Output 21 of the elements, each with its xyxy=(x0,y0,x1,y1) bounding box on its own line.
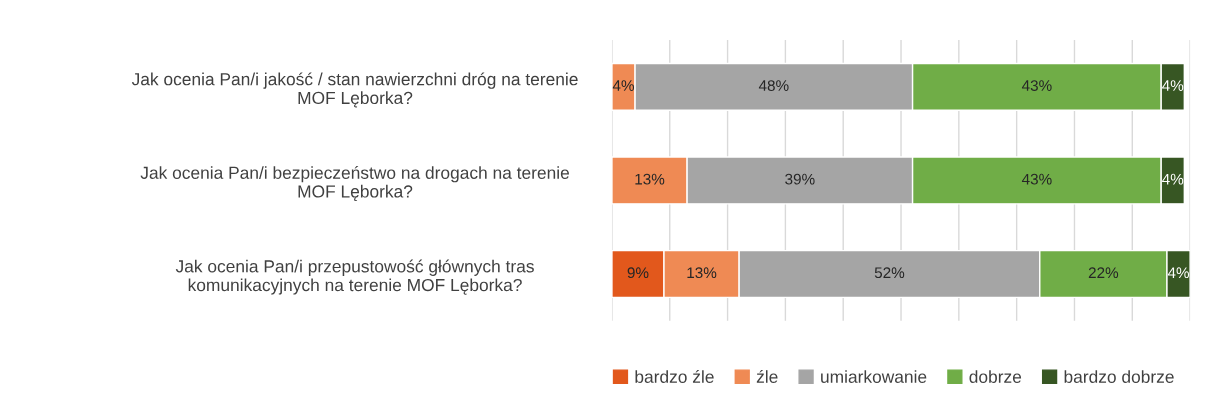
legend-label: umiarkowanie xyxy=(821,370,927,383)
data-label: 13% xyxy=(687,267,717,279)
legend-label: bardzo źle xyxy=(635,370,714,383)
data-label: 4% xyxy=(1162,80,1184,91)
y-tick-label: Jak ocenia Pan/i jakość / stan nawierzchni dróg na terenie MOF Lęborka? xyxy=(131,72,578,108)
data-label: 13% xyxy=(635,173,665,185)
data-label: 39% xyxy=(785,173,815,185)
legend-label: źle xyxy=(756,370,778,383)
data-label: 4% xyxy=(612,80,635,91)
data-label: 48% xyxy=(758,80,789,91)
data-label: 43% xyxy=(1021,80,1052,91)
legend-label: dobrze xyxy=(969,370,1022,383)
y-tick-label: Jak ocenia Pan/i bezpieczeństwo na drogach na terenie MOF Lęborka? xyxy=(140,165,569,202)
data-label: 52% xyxy=(874,267,905,279)
data-label: 9% xyxy=(627,267,649,279)
data-label: 22% xyxy=(1088,267,1119,279)
legend-label: bardzo dobrze xyxy=(1064,370,1174,383)
data-label: 4% xyxy=(1162,173,1184,185)
data-label: 4% xyxy=(1167,267,1190,279)
data-label: 43% xyxy=(1021,173,1052,185)
y-tick-label: Jak ocenia Pan/i przepustowość głównych tras komunikacyjnych na terenie MOF Lęborka? xyxy=(175,259,534,295)
